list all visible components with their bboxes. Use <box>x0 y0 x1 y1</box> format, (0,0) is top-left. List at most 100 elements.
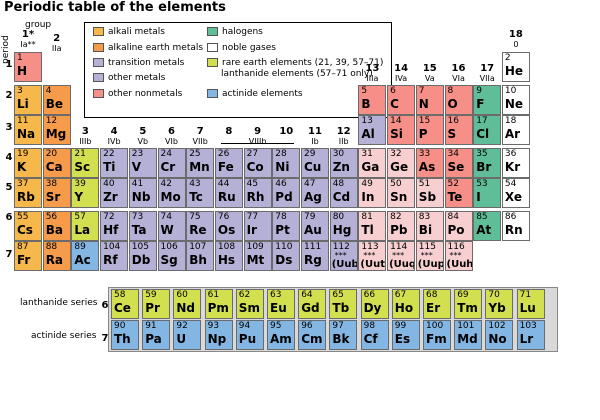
element-cell[interactable]: 103 Lr <box>516 320 545 350</box>
element-cell[interactable]: 115***(Uup) <box>415 241 444 271</box>
element-cell[interactable]: 42 Mo <box>157 178 186 208</box>
element-cell[interactable]: 46 Pd <box>272 178 301 208</box>
element-cell[interactable]: 31 Ga <box>358 148 387 178</box>
element-cell[interactable]: 18 Ar <box>501 115 530 145</box>
element-cell[interactable]: 77 Ir <box>243 211 272 241</box>
element-cell[interactable]: 68 Er <box>423 289 451 319</box>
element-cell[interactable]: 88 Ra <box>42 241 71 271</box>
element-cell[interactable]: 108 Hs <box>214 241 243 271</box>
element-cell[interactable]: 85 At <box>473 211 502 241</box>
element-cell[interactable]: 70 Yb <box>485 289 514 319</box>
element-cell[interactable]: 37 Rb <box>14 178 42 208</box>
element-cell[interactable]: 76 Os <box>214 211 243 241</box>
element-cell[interactable]: 89 Ac <box>71 241 100 271</box>
element-cell[interactable]: 22 Ti <box>100 148 129 178</box>
element-cell[interactable]: 83 Bi <box>415 211 444 241</box>
element-cell[interactable]: 65 Tb <box>329 289 358 319</box>
element-cell[interactable]: 73 Ta <box>128 211 157 241</box>
element-cell[interactable]: 78 Pt <box>272 211 301 241</box>
element-cell[interactable]: 54 Xe <box>501 178 530 208</box>
element-cell[interactable]: 39 Y <box>71 178 100 208</box>
element-cell[interactable]: 86 Rn <box>501 211 530 241</box>
element-cell[interactable]: 25 Mn <box>186 148 215 178</box>
element-cell[interactable]: 44 Ru <box>214 178 243 208</box>
element-cell[interactable]: 16 S <box>444 115 473 145</box>
element-cell[interactable]: 3 Li <box>14 85 42 115</box>
element-cell[interactable]: 15 P <box>415 115 444 145</box>
element-cell[interactable]: 79 Au <box>301 211 329 241</box>
element-cell[interactable]: 105 Db <box>128 241 157 271</box>
element-cell[interactable]: 30 Zn <box>329 148 358 178</box>
element-cell[interactable]: 107 Bh <box>186 241 215 271</box>
element-cell[interactable]: 82 Pb <box>387 211 416 241</box>
element-cell[interactable]: 114***(Uuq) <box>387 241 416 271</box>
element-cell[interactable]: 97 Bk <box>329 320 358 350</box>
element-cell[interactable]: 74 W <box>157 211 186 241</box>
element-cell[interactable]: 109 Mt <box>243 241 272 271</box>
element-cell[interactable]: 64 Gd <box>298 289 327 319</box>
element-cell[interactable]: 4 Be <box>42 85 71 115</box>
element-cell[interactable]: 101 Md <box>454 320 483 350</box>
element-cell[interactable]: 20 Ca <box>42 148 71 178</box>
element-cell[interactable]: 98 Cf <box>360 320 389 350</box>
element-cell[interactable]: 90 Th <box>111 320 139 350</box>
element-cell[interactable]: 27 Co <box>243 148 272 178</box>
element-cell[interactable]: 87 Fr <box>14 241 42 271</box>
element-cell[interactable]: 12 Mg <box>42 115 71 145</box>
element-cell[interactable]: 14 Si <box>387 115 416 145</box>
element-cell[interactable]: 106 Sg <box>157 241 186 271</box>
element-cell[interactable]: 40 Zr <box>100 178 129 208</box>
element-cell[interactable]: 62 Sm <box>235 289 264 319</box>
element-cell[interactable]: 94 Pu <box>235 320 264 350</box>
element-cell[interactable]: 102 No <box>485 320 514 350</box>
element-cell[interactable]: 91 Pa <box>142 320 171 350</box>
element-cell[interactable]: 66 Dy <box>360 289 389 319</box>
element-cell[interactable]: 111 Rg <box>301 241 329 271</box>
element-cell[interactable]: 67 Ho <box>391 289 420 319</box>
element-cell[interactable]: 100 Fm <box>423 320 451 350</box>
element-cell[interactable]: 95 Am <box>267 320 295 350</box>
element-cell[interactable]: 50 Sn <box>387 178 416 208</box>
element-cell[interactable]: 72 Hf <box>100 211 129 241</box>
element-cell[interactable]: 92 U <box>173 320 202 350</box>
element-cell[interactable]: 58 Ce <box>111 289 139 319</box>
element-cell[interactable]: 24 Cr <box>157 148 186 178</box>
element-cell[interactable]: 35 Br <box>473 148 502 178</box>
element-cell[interactable]: 99 Es <box>391 320 420 350</box>
element-cell[interactable]: 71 Lu <box>516 289 545 319</box>
element-cell[interactable]: 33 As <box>415 148 444 178</box>
element-cell[interactable]: 11 Na <box>14 115 42 145</box>
element-cell[interactable]: 48 Cd <box>329 178 358 208</box>
element-cell[interactable]: 38 Sr <box>42 178 71 208</box>
element-cell[interactable]: 81 Tl <box>358 211 387 241</box>
element-cell[interactable]: 93 Np <box>204 320 233 350</box>
element-cell[interactable]: 13 Al <box>358 115 387 145</box>
element-cell[interactable]: 55 Cs <box>14 211 42 241</box>
element-cell[interactable]: 116***(Uuh) <box>444 241 473 271</box>
element-cell[interactable]: 104 Rf <box>100 241 129 271</box>
element-cell[interactable]: 80 Hg <box>329 211 358 241</box>
element-cell[interactable]: 113***(Uut) <box>358 241 387 271</box>
element-cell[interactable]: 43 Tc <box>186 178 215 208</box>
element-cell[interactable]: 84 Po <box>444 211 473 241</box>
element-cell[interactable]: 60 Nd <box>173 289 202 319</box>
element-cell[interactable]: 63 Eu <box>267 289 295 319</box>
element-cell[interactable]: 96 Cm <box>298 320 327 350</box>
element-cell[interactable]: 110 Ds <box>272 241 301 271</box>
element-cell[interactable]: 57 La <box>71 211 100 241</box>
element-cell[interactable]: 61 Pm <box>204 289 233 319</box>
element-cell[interactable]: 41 Nb <box>128 178 157 208</box>
element-cell[interactable]: 10 Ne <box>501 85 530 115</box>
element-cell[interactable]: 36 Kr <box>501 148 530 178</box>
element-cell[interactable]: 75 Re <box>186 211 215 241</box>
element-cell[interactable]: 23 V <box>128 148 157 178</box>
element-cell[interactable]: 49 In <box>358 178 387 208</box>
element-cell[interactable]: 51 Sb <box>415 178 444 208</box>
element-cell[interactable]: 32 Ge <box>387 148 416 178</box>
